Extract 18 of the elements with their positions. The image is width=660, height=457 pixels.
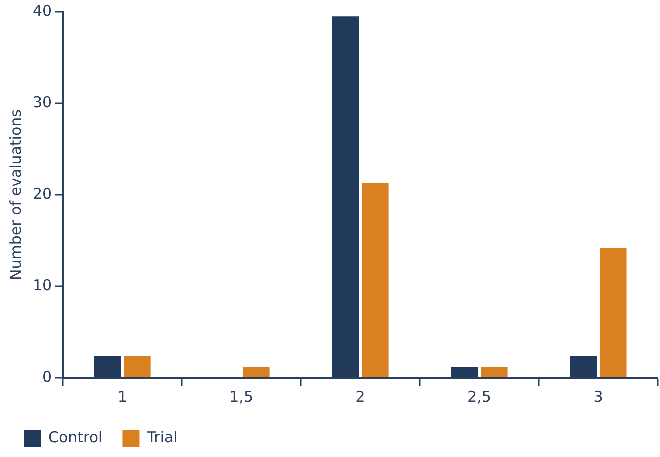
legend-label: Trial [146, 428, 178, 446]
y-tick-label: 10 [32, 276, 52, 294]
bar [124, 356, 151, 378]
x-tick-label: 2,5 [468, 388, 492, 406]
legend-label: Control [48, 428, 103, 446]
bar [481, 367, 508, 378]
x-tick-label: 1,5 [230, 388, 254, 406]
x-tick-label: 1 [118, 388, 128, 406]
bar [243, 367, 270, 378]
x-tick-label: 2 [356, 388, 366, 406]
y-tick-label: 20 [32, 184, 52, 203]
x-tick-label: 3 [594, 388, 604, 406]
bar [600, 248, 627, 378]
y-axis-title: Number of evaluations [6, 109, 25, 280]
y-tick-label: 30 [32, 93, 52, 112]
y-tick-label: 40 [32, 2, 52, 20]
bar [362, 183, 389, 378]
y-tick-label: 0 [42, 368, 52, 386]
